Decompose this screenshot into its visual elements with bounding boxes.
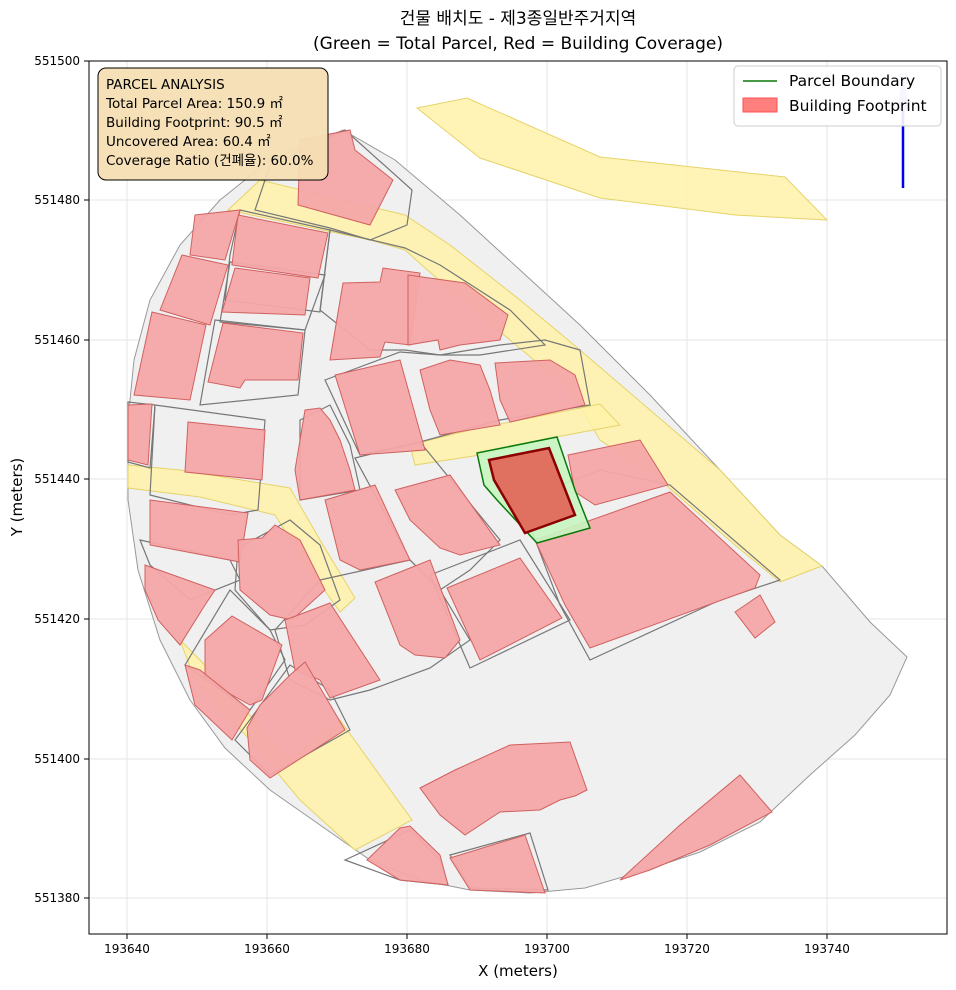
building [394,474,501,556]
y-tick-label: 551400 [34,752,80,766]
x-tick-label: 193740 [804,942,850,956]
building [494,359,586,423]
building [419,741,588,836]
y-tick-label: 551500 [34,54,80,68]
legend: Parcel Boundary Building Footprint [733,65,942,127]
building [619,774,773,881]
title-line-2: (Green = Total Parcel, Red = Building Co… [313,34,723,54]
info-uncovered: Uncovered Area: 60.4 ㎡ [106,134,271,150]
building [221,267,311,316]
info-footprint: Building Footprint: 90.5 ㎡ [106,115,283,131]
building [207,322,304,389]
plot-frame [88,60,948,935]
building [366,825,449,886]
building [246,661,346,779]
x-tick-label: 193640 [104,942,150,956]
y-tick-label: 551440 [34,472,80,486]
building [324,484,411,571]
building [144,564,216,646]
building [184,664,251,741]
parcel-analysis-box: PARCEL ANALYSIS Total Parcel Area: 150.9… [97,67,329,181]
x-tick-label: 193680 [384,942,430,956]
y-tick-label: 551380 [34,891,80,905]
building [374,559,461,659]
y-ticks [84,60,89,899]
y-tick-label: 551480 [34,193,80,207]
building [446,557,563,661]
building [237,524,326,621]
building [334,359,426,456]
building [231,214,329,279]
y-axis-title: Y (meters) [8,458,26,538]
x-tick-label: 193700 [524,942,570,956]
target-building [487,446,577,535]
x-axis-title: X (meters) [478,962,558,980]
buildings [127,129,776,894]
building [294,407,356,501]
building [534,491,761,649]
building [184,421,266,481]
legend-swatch-building [742,97,778,113]
building [189,209,241,261]
y-tick-label: 551420 [34,612,80,626]
info-coverage: Coverage Ratio (건폐율): 60.0% [106,153,314,169]
y-tick-label: 551460 [34,333,80,347]
info-title: PARCEL ANALYSIS [106,77,225,93]
building [127,403,153,466]
building [734,594,776,639]
x-tick-label: 193720 [664,942,710,956]
info-total-area: Total Parcel Area: 150.9 ㎡ [105,96,283,112]
building [159,254,229,326]
x-ticks [126,934,828,939]
legend-label-parcel: Parcel Boundary [789,72,915,90]
building [449,834,546,894]
title-line-1: 건물 배치도 - 제3종일반주거지역 [400,9,636,29]
road-north [415,97,829,221]
building [133,311,207,401]
building [419,359,501,436]
x-tick-label: 193660 [244,942,290,956]
building [407,274,509,351]
legend-label-building: Building Footprint [789,97,927,115]
